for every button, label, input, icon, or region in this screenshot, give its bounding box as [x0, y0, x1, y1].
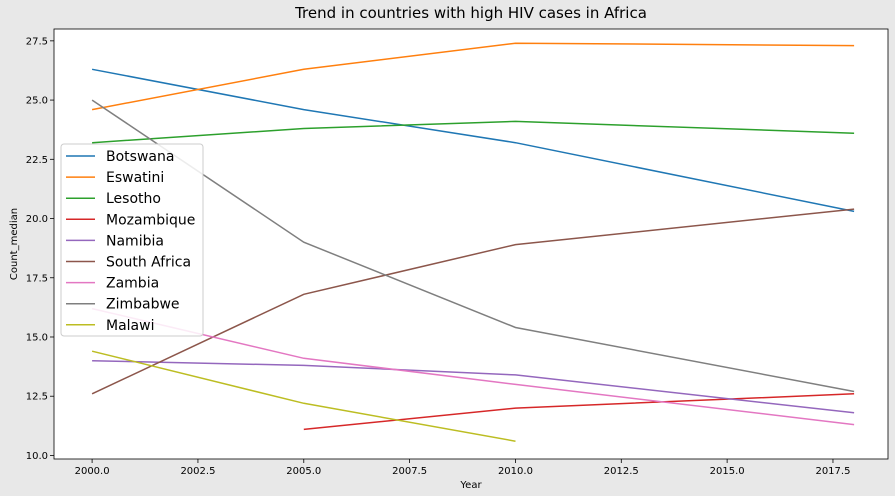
series-line-south-africa: [91, 208, 855, 395]
legend-label-zambia: Zambia: [106, 276, 159, 292]
legend-label-malawi: Malawi: [106, 318, 154, 334]
y-axis: 10.0 12.5 15.0 17.5 20.0 22.5 25.0 27.5: [26, 36, 54, 462]
x-tick-label: 2012.5: [604, 466, 639, 477]
series-line-eswatini: [91, 42, 855, 111]
y-tick-label: 17.5: [26, 273, 48, 284]
y-tick-label: 22.5: [26, 155, 48, 166]
legend-label-lesotho: Lesotho: [106, 191, 161, 207]
legend-label-south-africa: South Africa: [106, 255, 191, 271]
series-line-namibia: [92, 359, 855, 414]
x-tick-label: 2000.0: [75, 466, 110, 477]
legend-label-namibia: Namibia: [106, 233, 164, 249]
legend-label-botswana: Botswana: [106, 149, 174, 165]
legend-label-mozambique: Mozambique: [106, 212, 195, 228]
x-tick-label: 2010.0: [498, 466, 533, 477]
y-tick-label: 25.0: [26, 96, 48, 107]
x-tick-label: 2015.0: [710, 466, 745, 477]
x-tick-label: 2002.5: [180, 466, 215, 477]
y-tick-label: 12.5: [26, 392, 48, 403]
x-axis-label: Year: [459, 480, 482, 491]
y-axis-label: Count_median: [9, 208, 20, 280]
legend-label-eswatini: Eswatini: [106, 170, 164, 186]
x-tick-label: 2007.5: [392, 466, 427, 477]
legend-box: [60, 143, 204, 337]
series-line-malawi: [91, 350, 516, 442]
chart-title: Trend in countries with high HIV cases i…: [294, 4, 647, 22]
x-axis: 2000.0 2002.5 2005.0 2007.5 2010.0 2012.5 2015…: [75, 459, 850, 477]
series-line-mozambique: [303, 393, 855, 431]
legend-label-zimbabwe: Zimbabwe: [106, 297, 180, 313]
x-tick-label: 2005.0: [286, 466, 321, 477]
y-tick-label: 27.5: [26, 36, 48, 47]
x-tick-label: 2017.5: [815, 466, 850, 477]
y-tick-label: 20.0: [26, 214, 48, 225]
series-line-lesotho: [92, 120, 855, 144]
y-tick-label: 10.0: [26, 451, 48, 462]
y-tick-label: 15.0: [26, 332, 48, 343]
legend: Botswana Eswatini Lesotho Mozambique Namibia…: [60, 143, 204, 337]
